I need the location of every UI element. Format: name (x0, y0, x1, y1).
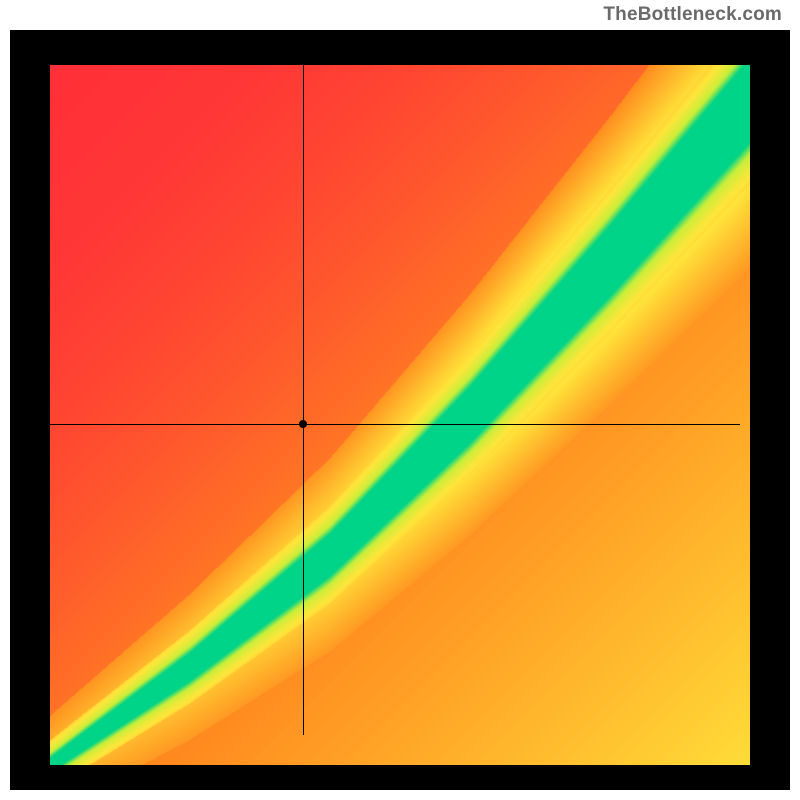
crosshair-marker (299, 420, 307, 428)
crosshair-horizontal (40, 424, 740, 425)
figure-container: TheBottleneck.com (0, 0, 800, 800)
outer-black-frame (10, 30, 790, 790)
crosshair-vertical (303, 35, 304, 735)
watermark-text: TheBottleneck.com (603, 4, 782, 26)
heatmap-canvas (50, 65, 750, 765)
